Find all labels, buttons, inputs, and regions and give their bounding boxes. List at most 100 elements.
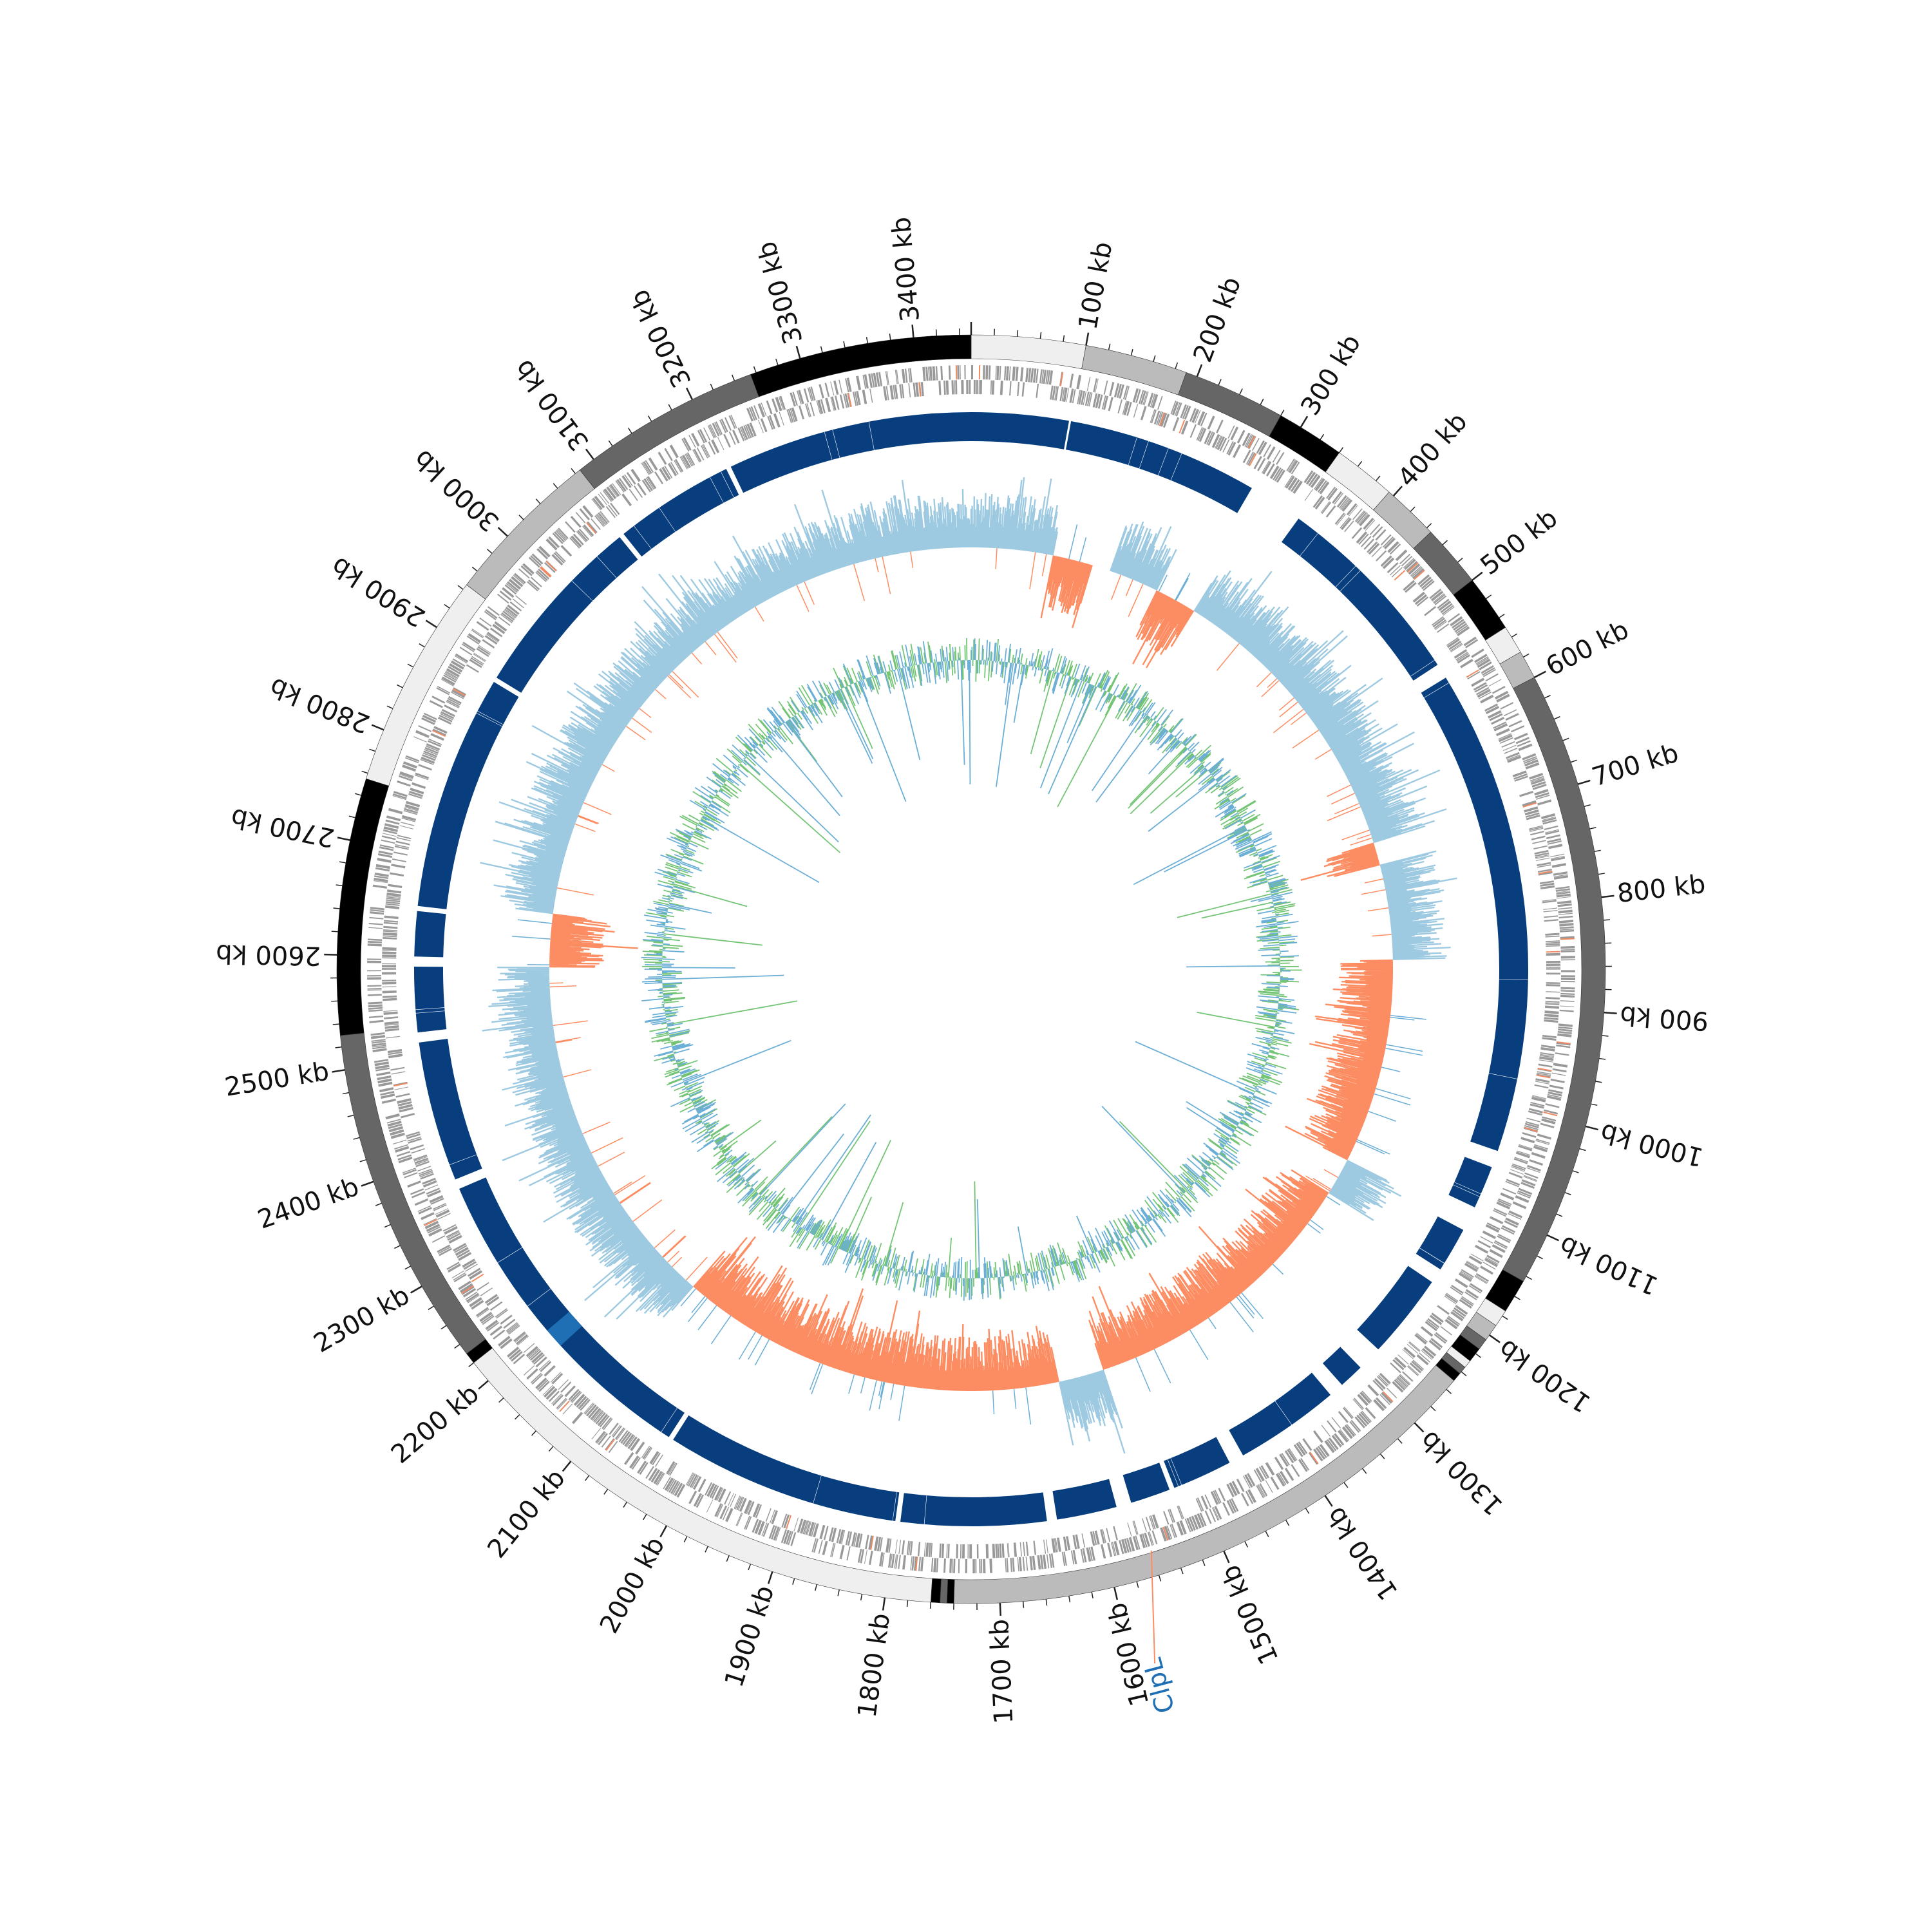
major-tick	[410, 1285, 422, 1294]
minor-tick	[1502, 1315, 1508, 1320]
tick-label-2700: 2700 kb	[228, 802, 337, 853]
minor-tick	[705, 1546, 708, 1553]
minor-tick	[553, 483, 558, 489]
major-tick	[1392, 486, 1403, 497]
minor-tick	[1570, 759, 1577, 763]
contig-segment-1	[1081, 345, 1187, 395]
coverage-highlight	[547, 1311, 582, 1346]
minor-tick	[384, 1224, 391, 1228]
major-tick	[478, 1379, 489, 1390]
minor-tick	[487, 549, 493, 554]
major-tick	[332, 1069, 345, 1073]
minor-tick	[1410, 506, 1416, 512]
coverage-segment-16	[414, 967, 447, 1033]
major-tick	[999, 1602, 1001, 1616]
minor-tick	[468, 1362, 474, 1367]
minor-tick	[726, 1555, 730, 1562]
major-tick	[1472, 571, 1483, 581]
major-tick	[1300, 415, 1309, 428]
minor-tick	[1375, 475, 1381, 482]
minor-tick	[731, 374, 735, 381]
tick-label-1100: 1100 kb	[1555, 1229, 1663, 1300]
minor-tick	[1022, 1601, 1025, 1608]
gc-skew-negative	[549, 555, 1394, 1392]
tick-label-200: 200 kb	[1188, 273, 1247, 366]
minor-tick	[1280, 410, 1285, 416]
coverage-segment-15	[419, 1038, 482, 1180]
minor-tick	[1343, 1482, 1349, 1488]
gc-skew-positive	[480, 477, 1457, 1454]
major-tick	[1585, 1125, 1598, 1131]
tick-label-400: 400 kb	[1392, 407, 1473, 493]
minor-tick	[1499, 613, 1505, 618]
contig-segment-3	[1269, 415, 1340, 473]
minor-tick	[1511, 633, 1518, 638]
minor-tick	[571, 468, 576, 474]
minor-tick	[359, 1159, 366, 1162]
minor-tick	[935, 329, 937, 336]
minor-tick	[440, 1325, 447, 1330]
tick-label-2200: 2200 kb	[386, 1379, 485, 1470]
minor-tick	[375, 1202, 382, 1206]
gc-skew-positive-spikes	[512, 524, 1426, 1425]
major-tick	[1414, 1422, 1425, 1433]
minor-tick	[369, 748, 376, 752]
minor-tick	[1523, 653, 1530, 658]
minor-tick	[1305, 1508, 1310, 1514]
major-tick	[795, 345, 801, 359]
gc-content-trace-alt	[641, 638, 1299, 1301]
minor-tick	[1579, 1148, 1586, 1151]
minor-tick	[792, 1578, 795, 1585]
minor-tick	[1572, 1170, 1579, 1173]
minor-tick	[1595, 1081, 1602, 1083]
coverage-segment-12	[900, 1492, 1047, 1527]
minor-tick	[454, 1343, 460, 1349]
tick-label-3000: 3000 kb	[408, 444, 506, 537]
coverage-segment-18	[417, 681, 519, 909]
tick-label-100: 100 kb	[1073, 240, 1118, 332]
major-tick	[361, 1180, 374, 1187]
tick-label-3200: 3200 kb	[625, 285, 697, 392]
tick-label-2000: 2000 kb	[594, 1532, 671, 1638]
minor-tick	[394, 1245, 401, 1249]
minor-tick	[1362, 1468, 1367, 1474]
minor-tick	[889, 333, 891, 341]
coverage-segment-21	[730, 412, 971, 493]
minor-tick	[647, 415, 652, 422]
minor-tick	[1175, 362, 1179, 369]
major-tick	[1604, 1011, 1617, 1014]
minor-tick	[471, 567, 478, 572]
minor-tick	[336, 884, 343, 887]
minor-tick	[397, 684, 403, 688]
minor-tick	[1039, 332, 1042, 339]
major-tick	[497, 527, 508, 537]
minor-tick	[643, 1513, 647, 1520]
coverage-segment-1	[1066, 421, 1252, 513]
contig-segment-2	[1178, 372, 1282, 437]
gc-skew-negative-spikes	[549, 548, 1392, 1281]
minor-tick	[608, 440, 613, 447]
tick-label-600: 600 kb	[1541, 615, 1633, 682]
minor-tick	[1153, 355, 1156, 362]
coverage-segment-5	[1416, 1216, 1464, 1270]
major-tick	[1601, 895, 1615, 898]
tick-label-1800: 1800 kb	[852, 1611, 896, 1719]
major-tick	[1223, 1550, 1230, 1564]
tick-label-800: 800 kb	[1616, 869, 1707, 909]
minor-tick	[668, 404, 672, 411]
major-tick	[1196, 364, 1203, 377]
tick-label-1700: 1700 kb	[985, 1618, 1019, 1725]
contig-segment-29	[579, 374, 759, 489]
major-tick	[911, 325, 914, 338]
major-tick	[685, 387, 693, 400]
minor-tick	[1430, 1406, 1436, 1412]
minor-tick	[1180, 1567, 1184, 1575]
minor-tick	[748, 1564, 752, 1571]
minor-tick	[457, 585, 464, 590]
coverage-segment-7	[1322, 1347, 1361, 1385]
tick-label-1000: 1000 kb	[1597, 1117, 1706, 1172]
minor-tick	[906, 1600, 909, 1607]
coverage-segment-6	[1357, 1265, 1432, 1350]
minor-tick	[339, 861, 346, 864]
